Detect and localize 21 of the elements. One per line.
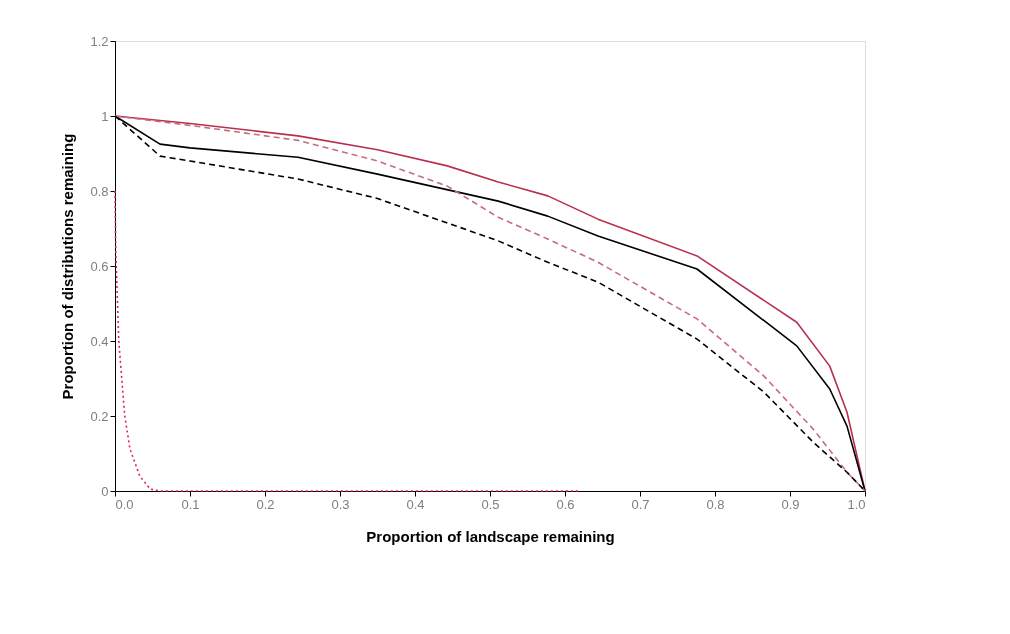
y-tick-label: 1 <box>101 108 109 124</box>
x-tick-label: 0.4 <box>406 496 425 512</box>
x-tick-label: 1.0 <box>847 496 866 512</box>
line-series <box>114 190 581 492</box>
y-tick-label: 0.6 <box>90 258 109 274</box>
x-tick-label: 0.3 <box>331 496 350 512</box>
x-tick-label: 0.2 <box>256 496 275 512</box>
x-tick-label: 0.9 <box>781 496 800 512</box>
x-tick-label: 0.6 <box>556 496 575 512</box>
y-tick-label: 0.2 <box>90 408 109 424</box>
x-tick-label: 0.1 <box>181 496 200 512</box>
x-tick-label: 0.7 <box>631 496 650 512</box>
y-tick-label: 0.8 <box>90 183 109 199</box>
y-axis-title: Proportion of distributions remaining <box>59 133 77 400</box>
y-tick-label: 0 <box>101 483 109 499</box>
x-tick-label: 0.0 <box>115 496 134 512</box>
y-tick-label: 1.2 <box>90 33 109 49</box>
x-tick-label: 0.5 <box>481 496 500 512</box>
x-axis-title: Proportion of landscape remaining <box>366 527 615 545</box>
x-tick-label: 0.8 <box>706 496 725 512</box>
y-tick-label: 0.4 <box>90 333 109 349</box>
